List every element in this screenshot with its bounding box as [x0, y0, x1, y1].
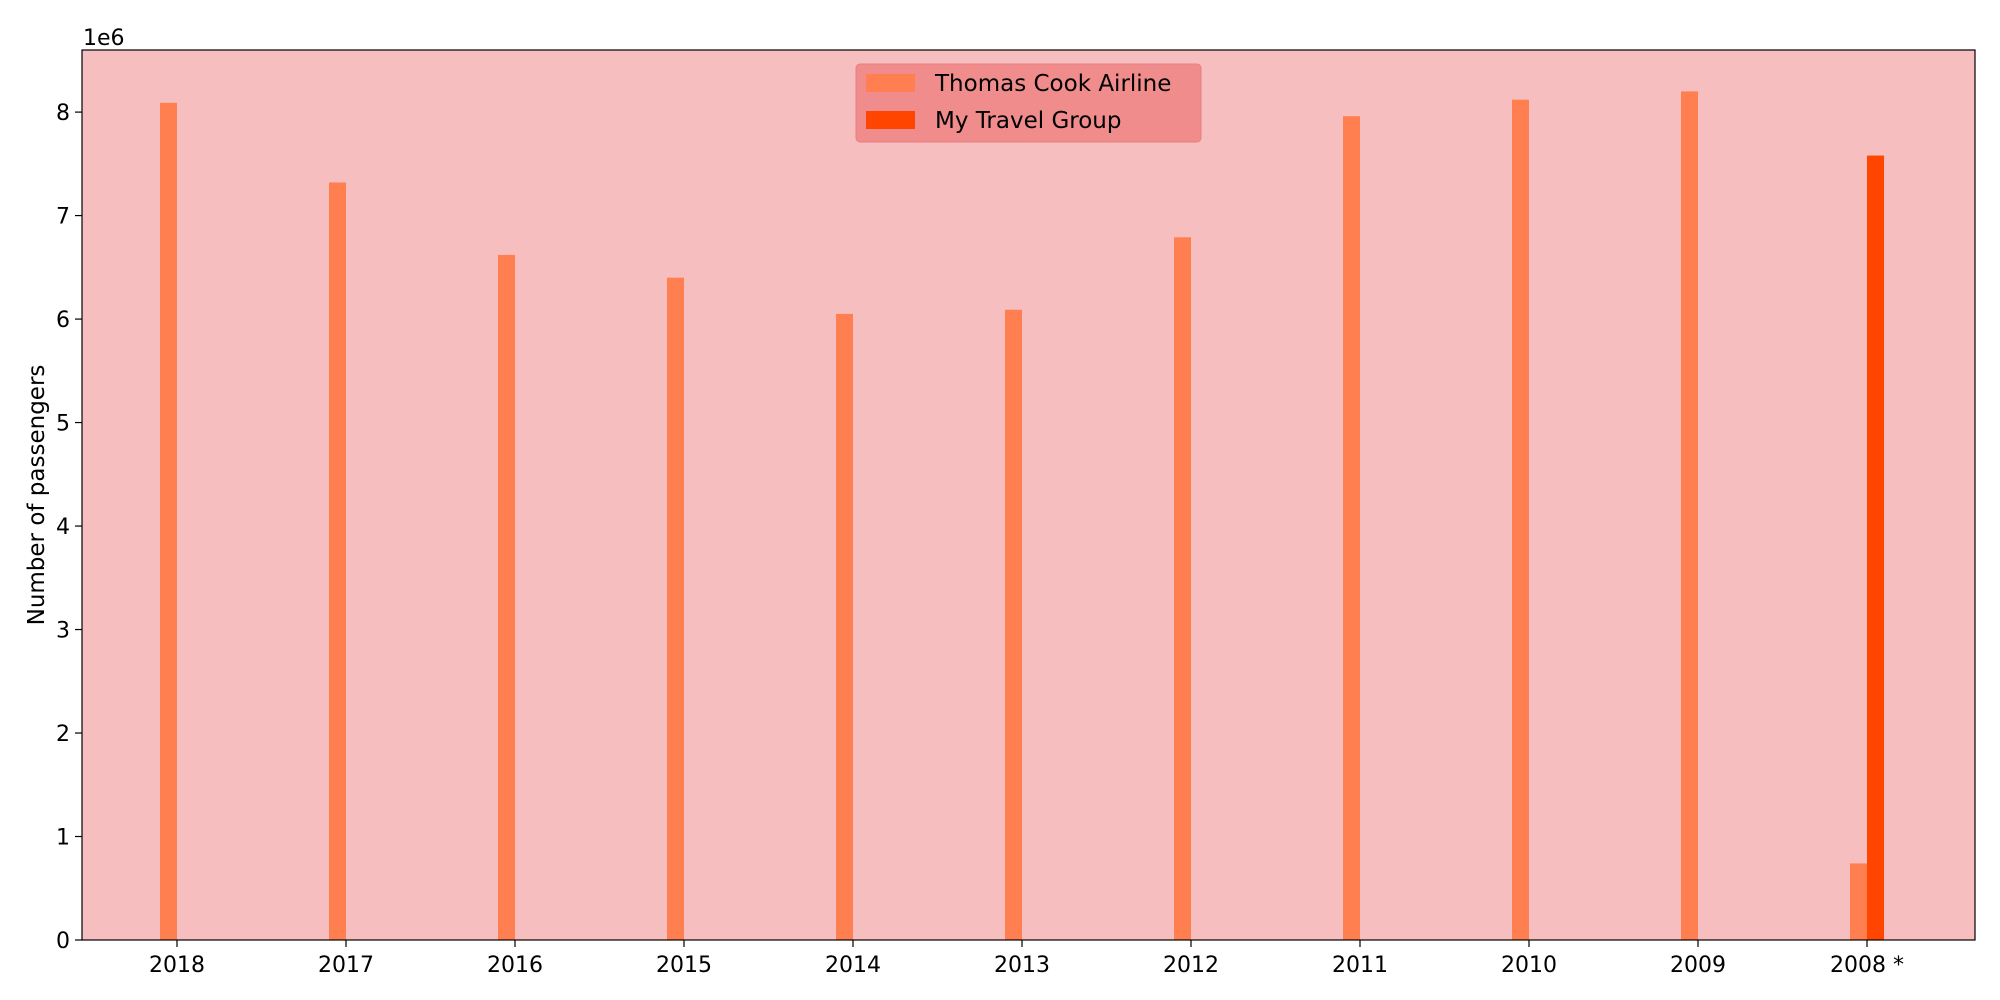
x-tick-label-2009: 2009	[1670, 953, 1726, 978]
x-tick-label-2015: 2015	[656, 953, 712, 978]
y-axis: 0 1 2 3 4 5 6 7 8	[56, 101, 82, 954]
x-tick-label-2018: 2018	[149, 953, 205, 978]
y-tick-label-6: 6	[56, 308, 70, 333]
bar-thomas-cook-airline-2009	[1681, 91, 1698, 940]
legend-swatch-my-travel-group	[866, 111, 915, 129]
y-tick-label-4: 4	[56, 515, 70, 540]
y-tick-label-3: 3	[56, 619, 70, 644]
bar-thomas-cook-airline-2016	[498, 254, 515, 940]
x-tick-label-2017: 2017	[318, 953, 374, 978]
y-tick-label-8: 8	[56, 101, 70, 126]
x-axis: 2018 2017 2016 2015 2014 2013 2012 2011 2010 2009…	[149, 940, 1904, 978]
legend-label-thomas-cook-airline: Thomas Cook Airline	[934, 71, 1171, 97]
y-axis-label: Number of passengers	[24, 365, 50, 626]
x-tick-label-2013: 2013	[994, 953, 1050, 978]
legend-label-my-travel-group: My Travel Group	[935, 108, 1121, 134]
bar-thomas-cook-airline-2012	[1174, 237, 1191, 940]
bar-my-travel-group-2008	[1867, 155, 1884, 940]
bar-thomas-cook-airline-2008	[1850, 863, 1867, 940]
plot-area	[82, 50, 1975, 940]
x-tick-label-2012: 2012	[1163, 953, 1219, 978]
plot-frame	[81, 49, 1976, 941]
bar-thomas-cook-airline-2013	[1005, 309, 1022, 940]
x-tick-label-2010: 2010	[1501, 953, 1557, 978]
x-tick-label-2008: 2008 *	[1830, 953, 1904, 978]
bar-thomas-cook-airline-2014	[836, 313, 853, 940]
y-offset-text: 1e6	[83, 26, 125, 51]
x-tick-label-2016: 2016	[487, 953, 543, 978]
legend-box	[855, 63, 1202, 143]
bar-thomas-cook-airline-2017	[329, 182, 346, 941]
y-tick-label-2: 2	[56, 722, 70, 747]
x-tick-label-2011: 2011	[1332, 953, 1388, 978]
x-tick-label-2014: 2014	[825, 953, 881, 978]
y-tick-label-5: 5	[56, 412, 70, 437]
bar-thomas-cook-airline-2018	[160, 102, 177, 940]
bars-layer	[160, 91, 1884, 941]
legend: Thomas Cook Airline My Travel Group	[855, 63, 1202, 143]
bar-thomas-cook-airline-2015	[667, 277, 684, 940]
legend-swatch-thomas-cook-airline	[866, 74, 915, 92]
y-tick-label-7: 7	[56, 205, 70, 230]
bar-thomas-cook-airline-2010	[1512, 99, 1529, 941]
bar-thomas-cook-airline-2011	[1343, 116, 1360, 941]
y-tick-label-0: 0	[56, 929, 70, 954]
y-tick-label-1: 1	[56, 826, 70, 851]
